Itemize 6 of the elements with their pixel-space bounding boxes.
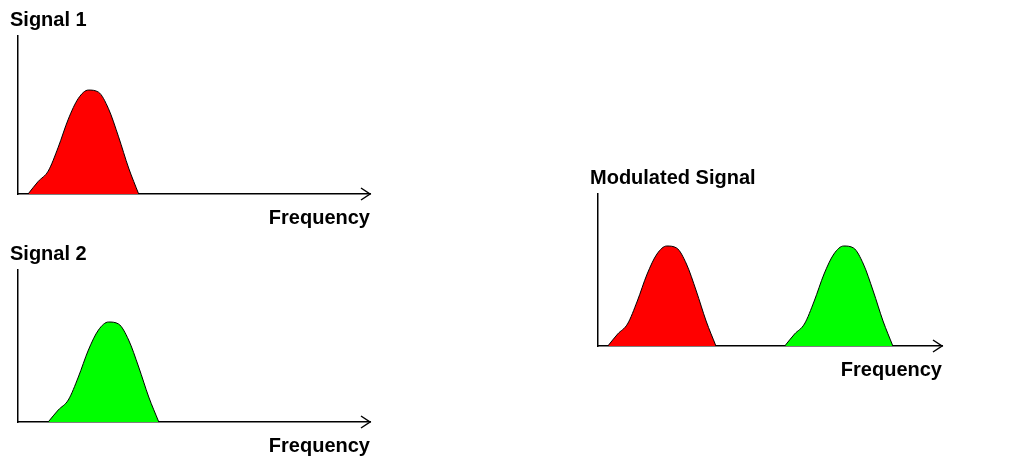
- x-axis-title: Frequency: [268, 205, 371, 228]
- chart-title: Signal 1: [10, 7, 87, 30]
- chart-title: Modulated Signal: [590, 165, 756, 188]
- x-axis-title: Frequency: [268, 433, 371, 456]
- chart-title: Signal 2: [10, 241, 87, 264]
- x-axis-title: Frequency: [840, 357, 943, 380]
